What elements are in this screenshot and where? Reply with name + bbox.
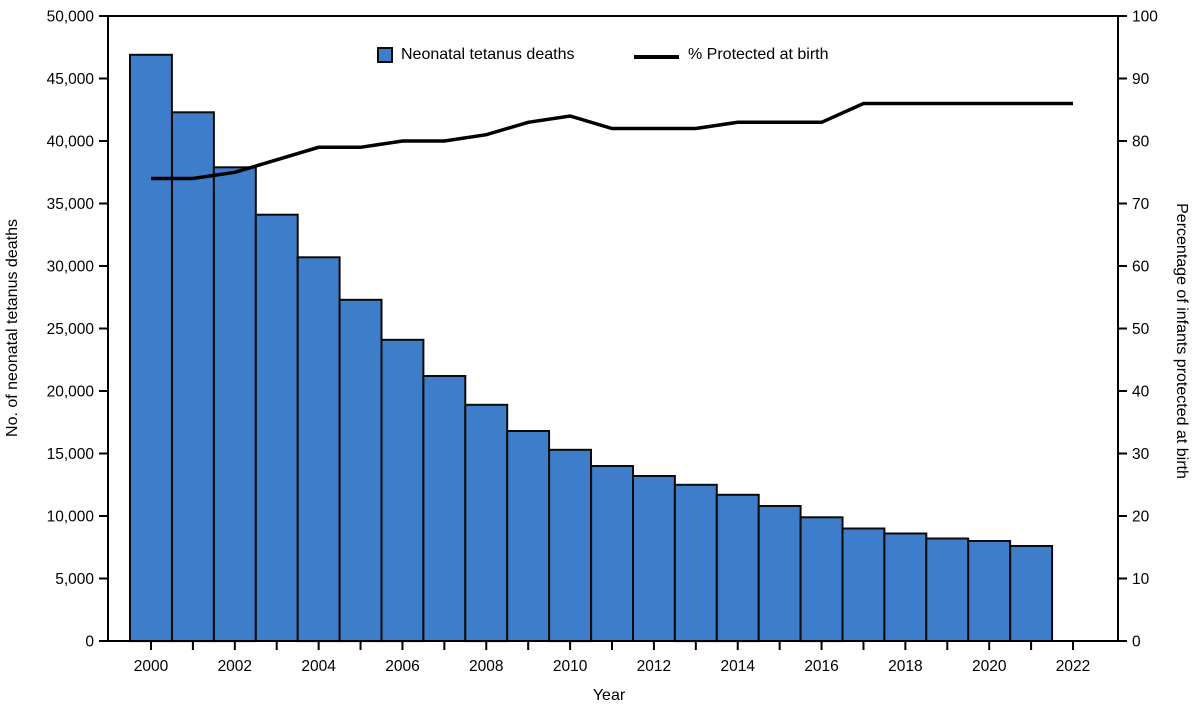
legend-line-label: % Protected at birth bbox=[688, 46, 829, 63]
right-axis-tick-label: 100 bbox=[1132, 9, 1158, 26]
left-axis-tick-label: 40,000 bbox=[47, 134, 95, 151]
legend-bar-label: Neonatal tetanus deaths bbox=[401, 46, 575, 63]
bar-2018 bbox=[883, 532, 928, 642]
bar-2002 bbox=[212, 166, 257, 643]
left-axis-tick-label: 30,000 bbox=[47, 259, 95, 276]
x-axis-tick-label: 2018 bbox=[888, 658, 922, 675]
bar-2000 bbox=[129, 53, 173, 643]
right-axis-tick-label: 50 bbox=[1132, 321, 1150, 338]
legend-bar-swatch-icon bbox=[377, 47, 393, 63]
left-axis-tick-label: 10,000 bbox=[47, 509, 95, 526]
bar-2008 bbox=[464, 403, 509, 643]
bar-2021 bbox=[1009, 545, 1054, 642]
bar-2014 bbox=[715, 493, 760, 643]
left-axis-tick-label: 0 bbox=[85, 634, 94, 651]
protected-at-birth-line bbox=[151, 101, 1073, 181]
left-axis-title: No. of neonatal tetanus deaths bbox=[4, 219, 21, 437]
x-axis-tick-label: 2022 bbox=[1056, 658, 1090, 675]
right-axis-tick-label: 0 bbox=[1132, 634, 1141, 651]
x-axis-tick-label: 2020 bbox=[972, 658, 1007, 675]
legend-line-swatch-icon bbox=[634, 55, 679, 59]
bar-2001 bbox=[171, 111, 215, 643]
x-axis-tick-label: 2016 bbox=[804, 658, 838, 675]
bar-2015 bbox=[757, 505, 802, 642]
bar-2004 bbox=[296, 256, 341, 643]
right-axis-tick-label: 40 bbox=[1132, 384, 1150, 401]
bar-2009 bbox=[506, 430, 551, 642]
left-axis-tick-label: 50,000 bbox=[47, 9, 95, 26]
right-axis-tick-label: 70 bbox=[1132, 196, 1150, 213]
x-axis-tick-label: 2002 bbox=[218, 658, 252, 675]
bar-2019 bbox=[925, 537, 970, 642]
x-axis-tick-label: 2000 bbox=[134, 658, 169, 675]
x-axis-tick-label: 2012 bbox=[637, 658, 671, 675]
left-axis-tick-label: 45,000 bbox=[47, 71, 95, 88]
right-axis-tick-label: 80 bbox=[1132, 134, 1150, 151]
bar-2013 bbox=[673, 483, 718, 643]
left-axis-tick-label: 25,000 bbox=[47, 321, 95, 338]
x-axis-tick-label: 2008 bbox=[469, 658, 503, 675]
x-axis-title: Year bbox=[592, 687, 626, 704]
bar-2010 bbox=[548, 448, 592, 643]
x-axis-tick-label: 2010 bbox=[553, 658, 588, 675]
left-axis-tick-label: 20,000 bbox=[47, 384, 95, 401]
right-axis-tick-label: 30 bbox=[1132, 446, 1150, 463]
bar-2006 bbox=[380, 338, 425, 643]
left-axis-tick-label: 15,000 bbox=[47, 446, 95, 463]
bar-2016 bbox=[799, 516, 844, 643]
bar-2005 bbox=[338, 298, 383, 643]
right-axis-tick-label: 20 bbox=[1132, 509, 1150, 526]
bar-2020 bbox=[967, 540, 1012, 642]
right-axis-tick-label: 10 bbox=[1132, 571, 1150, 588]
bar-2012 bbox=[632, 475, 676, 642]
x-axis-tick-label: 2006 bbox=[385, 658, 419, 675]
left-axis-tick-label: 5,000 bbox=[55, 571, 94, 588]
bar-2017 bbox=[841, 527, 886, 642]
bar-2011 bbox=[590, 465, 634, 642]
x-axis-tick-label: 2004 bbox=[301, 658, 336, 675]
left-axis-tick-label: 35,000 bbox=[47, 196, 95, 213]
right-axis-tick-label: 90 bbox=[1132, 71, 1150, 88]
x-axis-tick-label: 2014 bbox=[720, 658, 755, 675]
bar-2003 bbox=[254, 213, 299, 642]
right-axis-tick-label: 60 bbox=[1132, 259, 1150, 276]
right-axis-title: Percentage of infants protected at birth bbox=[1173, 203, 1190, 479]
bar-2007 bbox=[422, 375, 467, 642]
